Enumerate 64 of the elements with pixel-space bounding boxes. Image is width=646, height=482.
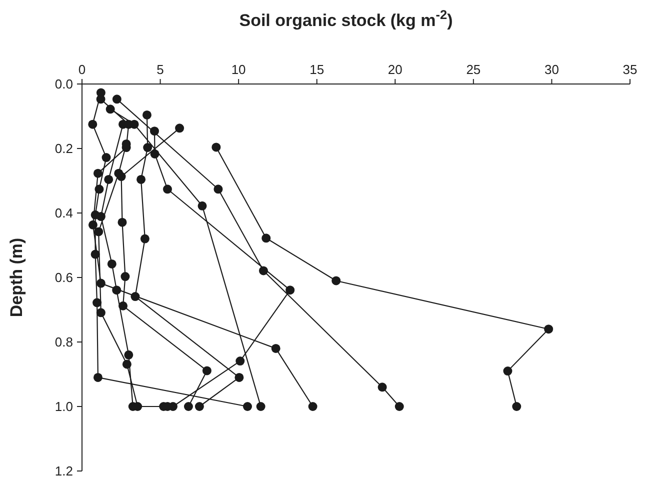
point (175, 124, 184, 133)
point (143, 143, 152, 152)
point (124, 350, 134, 360)
x-tick-label: 15 (310, 62, 324, 77)
point (120, 272, 130, 282)
point (107, 259, 116, 268)
point (202, 366, 212, 376)
point (150, 149, 160, 158)
point (112, 94, 122, 104)
point (104, 174, 114, 184)
x-axis-title: Soil organic stock (kg m$^{-2}$) (239, 6, 453, 30)
point (212, 142, 221, 152)
point (194, 402, 204, 411)
point (92, 298, 102, 308)
point (88, 120, 98, 129)
y-tick-label: 0.6 (54, 270, 73, 286)
point (88, 220, 98, 230)
point (136, 174, 146, 184)
point (236, 356, 245, 366)
point (242, 402, 252, 411)
point (262, 234, 271, 243)
x-tick-label: 20 (388, 62, 402, 77)
x-tick-label: 30 (544, 62, 559, 77)
point (512, 402, 522, 411)
point (96, 308, 106, 318)
x-tick-label: 5 (156, 62, 164, 77)
point (93, 372, 102, 382)
y-tick-label: 0.0 (54, 76, 73, 92)
point (142, 110, 152, 120)
x-tick-label: 35 (622, 62, 638, 77)
point (93, 168, 102, 178)
point (234, 372, 244, 382)
point (130, 292, 140, 302)
point (544, 324, 554, 334)
y-axis-title: Depth (m) (7, 238, 26, 318)
point (102, 153, 111, 162)
point (214, 184, 223, 194)
point (184, 402, 193, 411)
point (332, 276, 341, 286)
point (96, 94, 106, 104)
y-tick-label: 1.2 (54, 464, 73, 479)
y-tick-label: 1.0 (54, 399, 73, 414)
point (114, 168, 124, 178)
point (394, 402, 404, 411)
point (118, 218, 127, 227)
point (150, 126, 159, 136)
point (94, 227, 104, 236)
y-tick-label: 0.4 (54, 206, 73, 221)
y-tick-label: 0.8 (54, 334, 73, 350)
point (256, 402, 266, 411)
point (112, 286, 122, 295)
point (140, 234, 150, 244)
x-tick-label: 0 (78, 62, 86, 77)
point (271, 344, 280, 353)
point (308, 402, 318, 411)
x-tick-label: 10 (231, 62, 246, 77)
point (198, 201, 207, 210)
point (378, 382, 387, 392)
point (503, 366, 512, 376)
point (286, 286, 295, 295)
x-tick-label: 25 (466, 62, 481, 77)
y-tick-label: 0.2 (54, 141, 73, 156)
point (122, 360, 132, 369)
point (162, 184, 172, 194)
